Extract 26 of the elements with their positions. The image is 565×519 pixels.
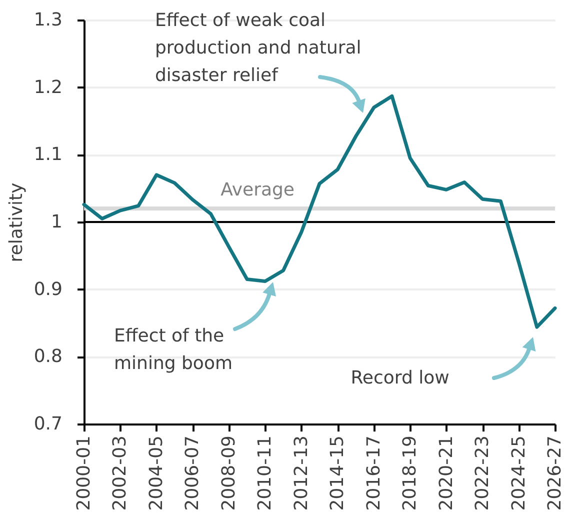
x-tick-label: 2004-05 bbox=[146, 436, 167, 511]
y-tick-label: 0.9 bbox=[34, 278, 62, 300]
annotation: Effect of the mining boom bbox=[114, 326, 232, 374]
y-tick-label: 0.7 bbox=[34, 414, 62, 434]
y-tick-label: 1.2 bbox=[34, 76, 62, 98]
annotation: Effect of weak coal production and natural disaster relief bbox=[155, 10, 362, 86]
x-tick-label: 2008-09 bbox=[218, 436, 240, 511]
y-tick-label: 1.3 bbox=[34, 10, 62, 30]
ref-line-label: Average bbox=[220, 180, 295, 201]
x-tick-label: 2012-13 bbox=[290, 436, 312, 511]
x-tick-label: 2026-27 bbox=[544, 436, 565, 511]
annotation: Record low bbox=[350, 367, 450, 388]
x-tick-label: 2002-03 bbox=[110, 436, 131, 511]
x-tick-label: 2022-23 bbox=[472, 436, 494, 511]
x-tick-label: 2014-15 bbox=[327, 436, 348, 511]
y-axis-title: relativity bbox=[6, 182, 27, 262]
y-tick-label: 0.8 bbox=[34, 346, 62, 368]
x-tick-label: 2016-17 bbox=[363, 436, 384, 511]
x-tick-label: 2006-07 bbox=[182, 436, 204, 511]
x-tick-label: 2010-11 bbox=[254, 436, 276, 511]
x-tick-label: 2020-21 bbox=[436, 436, 457, 511]
x-tick-label: 2018-19 bbox=[400, 436, 421, 511]
x-tick-label: 2024-25 bbox=[508, 436, 530, 511]
y-tick-label: 1 bbox=[51, 212, 62, 232]
x-tick-label: 2000-01 bbox=[74, 436, 94, 511]
y-tick-label: 1.1 bbox=[34, 144, 62, 166]
